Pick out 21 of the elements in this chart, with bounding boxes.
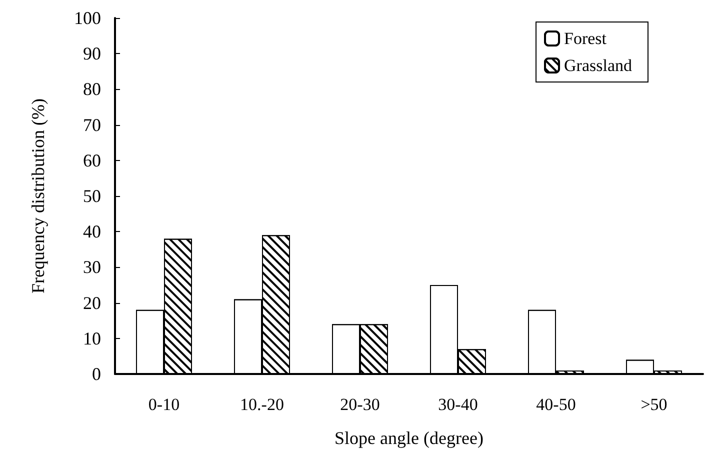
- legend-label: Forest: [564, 29, 607, 48]
- x-axis-title: Slope angle (degree): [334, 428, 484, 448]
- y-tick-label: 80: [83, 79, 101, 100]
- x-tick-label: 0-10: [148, 395, 180, 414]
- y-tick-label: 70: [83, 114, 101, 135]
- y-tick-label: 100: [74, 8, 101, 28]
- y-tick-label: 20: [83, 292, 101, 313]
- y-tick-label: 90: [83, 44, 101, 64]
- y-tick-label: 30: [83, 257, 101, 278]
- x-tick-label: 10.-20: [240, 395, 284, 414]
- y-tick-label: 60: [83, 150, 101, 170]
- y-tick-label: 40: [83, 222, 101, 242]
- y-tick-label: 10: [83, 328, 101, 348]
- y-tick-label: 50: [83, 186, 101, 206]
- y-tick-label: 0: [92, 364, 101, 384]
- x-tick-label: 30-40: [438, 395, 478, 414]
- x-tick-label: 20-30: [340, 395, 380, 414]
- x-tick-label: 40-50: [536, 395, 576, 414]
- x-tick-label: >50: [640, 395, 668, 414]
- legend-label: Grassland: [564, 56, 632, 75]
- y-axis-title: Frequency distribution (%): [28, 98, 48, 294]
